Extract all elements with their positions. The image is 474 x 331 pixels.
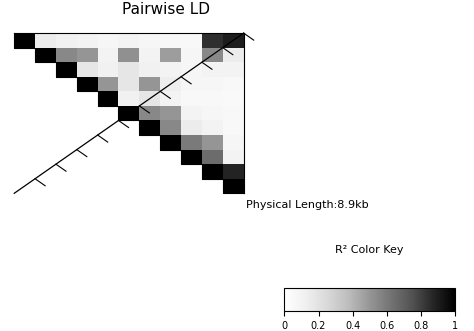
Bar	[181, 135, 202, 150]
Bar	[56, 48, 77, 62]
Bar	[160, 48, 181, 62]
Bar	[160, 77, 181, 91]
Bar	[98, 62, 118, 77]
Bar	[202, 48, 223, 62]
Bar	[98, 77, 118, 91]
Bar	[223, 120, 244, 135]
Bar	[77, 77, 98, 91]
Bar	[202, 77, 223, 91]
Bar	[202, 91, 223, 106]
Bar	[181, 150, 202, 164]
Text: Pairwise LD: Pairwise LD	[122, 2, 210, 17]
Bar	[139, 106, 160, 120]
Bar	[223, 91, 244, 106]
Bar	[56, 33, 77, 48]
Bar	[181, 91, 202, 106]
Bar	[202, 120, 223, 135]
Bar	[181, 33, 202, 48]
Bar	[139, 91, 160, 106]
Bar	[223, 164, 244, 179]
Bar	[139, 120, 160, 135]
Bar	[202, 135, 223, 150]
Bar	[160, 106, 181, 120]
Bar	[118, 48, 139, 62]
Bar	[160, 120, 181, 135]
Bar	[77, 48, 98, 62]
Bar	[56, 62, 77, 77]
Bar	[139, 33, 160, 48]
Bar	[202, 106, 223, 120]
Bar	[35, 48, 56, 62]
Bar	[202, 62, 223, 77]
Bar	[160, 62, 181, 77]
Text: Physical Length:8.9kb: Physical Length:8.9kb	[246, 200, 369, 210]
Bar	[14, 33, 35, 48]
Bar	[202, 150, 223, 164]
Bar	[118, 62, 139, 77]
Bar	[160, 33, 181, 48]
Bar	[160, 91, 181, 106]
Bar	[118, 77, 139, 91]
Bar	[77, 62, 98, 77]
Bar	[223, 48, 244, 62]
Bar	[181, 106, 202, 120]
Bar	[181, 77, 202, 91]
Bar	[223, 135, 244, 150]
Bar	[202, 33, 223, 48]
Bar	[139, 62, 160, 77]
Bar	[98, 33, 118, 48]
Bar	[223, 150, 244, 164]
Bar	[223, 77, 244, 91]
Bar	[223, 33, 244, 48]
Bar	[160, 135, 181, 150]
Bar	[139, 48, 160, 62]
Bar	[118, 91, 139, 106]
Bar	[181, 62, 202, 77]
Bar	[118, 33, 139, 48]
Bar	[139, 77, 160, 91]
Bar	[202, 164, 223, 179]
Bar	[118, 106, 139, 120]
Bar	[98, 91, 118, 106]
Bar	[181, 48, 202, 62]
Bar	[77, 33, 98, 48]
Bar	[223, 179, 244, 193]
Bar	[98, 48, 118, 62]
Bar	[181, 120, 202, 135]
Text: R² Color Key: R² Color Key	[336, 245, 404, 255]
Bar	[35, 33, 56, 48]
Bar	[223, 62, 244, 77]
Bar	[223, 106, 244, 120]
